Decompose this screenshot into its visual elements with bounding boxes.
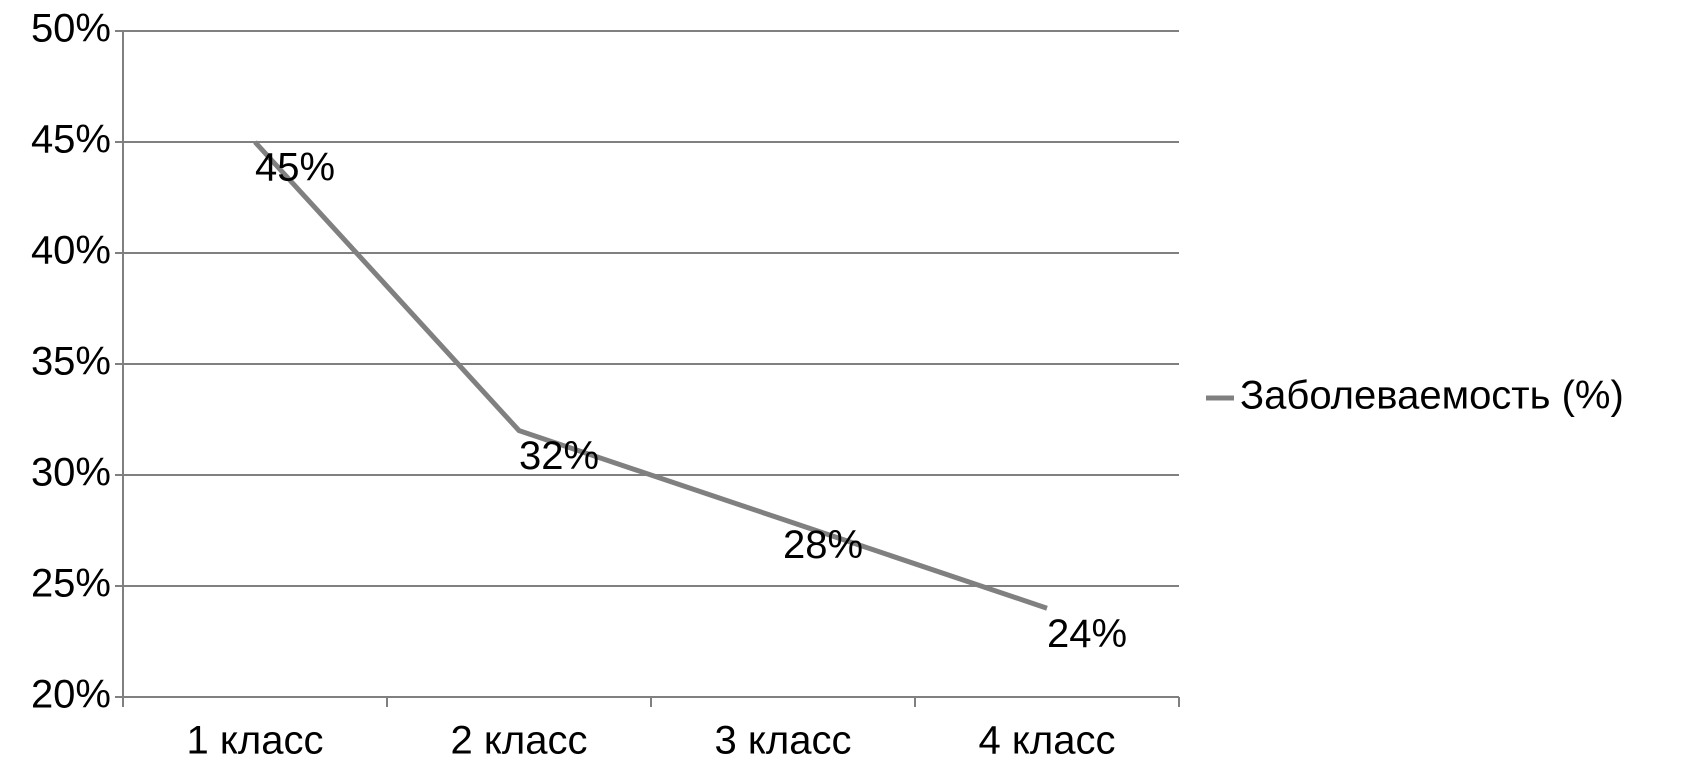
data-line: [253, 140, 1048, 611]
y-tick-label: 40%: [31, 229, 111, 273]
data-label: 28%: [783, 523, 863, 567]
x-tick-label: 1 класс: [187, 719, 324, 761]
data-label: 32%: [519, 434, 599, 478]
y-tick-label: 25%: [31, 562, 111, 606]
y-tick-label: 35%: [31, 340, 111, 384]
x-tick-label: 3 класс: [715, 719, 852, 761]
x-tick-label: 2 класс: [451, 719, 588, 761]
legend-label: Заболеваемость (%): [1240, 374, 1624, 418]
data-label: 45%: [255, 146, 335, 190]
y-tick-label: 30%: [31, 451, 111, 495]
y-tick-label: 45%: [31, 118, 111, 162]
y-tick-label: 20%: [31, 673, 111, 717]
x-tick-label: 4 класс: [979, 719, 1116, 761]
data-label: 24%: [1047, 612, 1127, 656]
y-tick-label: 50%: [31, 7, 111, 51]
